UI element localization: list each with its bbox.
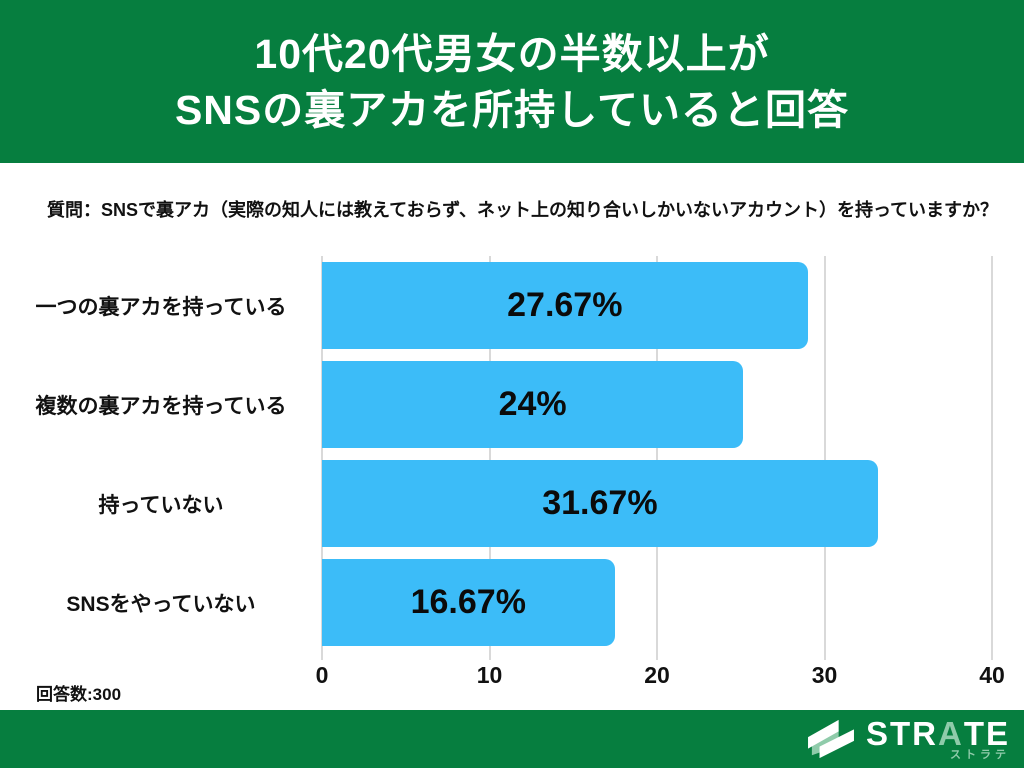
category-label: 一つの裏アカを持っている <box>35 295 287 319</box>
bar-value-label: 27.67% <box>507 286 623 324</box>
logo-letter: T <box>889 715 913 752</box>
gridline <box>823 256 826 660</box>
bar-chart: 一つの裏アカを持っている 27.67% 複数の裏アカを持っている 24% 持っていない 3… <box>0 256 1024 660</box>
bar: 27.67% <box>322 262 808 349</box>
x-axis-tick: 0 <box>315 662 329 688</box>
logo-letter: S <box>865 715 890 752</box>
survey-question: 質問：SNSで裏アカ（実際の知人には教えておらず、ネット上の知り合いしかいないア… <box>47 200 999 220</box>
x-axis-tick: 10 <box>476 662 503 688</box>
bar-track: 24% <box>322 361 1024 448</box>
chart-row: 一つの裏アカを持っている 27.67% <box>0 256 1024 355</box>
gridline <box>656 256 658 660</box>
x-axis-tick: 30 <box>811 662 838 688</box>
x-axis-tick: 20 <box>644 662 670 688</box>
category-label: SNSをやっていない <box>66 592 256 616</box>
strate-logo-icon <box>807 719 854 759</box>
bar-value-label: 16.67% <box>410 583 526 621</box>
bar-track: 31.67% <box>322 460 1024 547</box>
chart-row: 持っていない 31.67% <box>0 454 1024 553</box>
chart-rows: 一つの裏アカを持っている 27.67% 複数の裏アカを持っている 24% 持っていない 3… <box>0 256 1024 652</box>
gridline <box>991 256 993 660</box>
bar-track: 27.67% <box>322 262 1024 349</box>
bar: 16.67% <box>322 559 615 646</box>
gridline <box>321 256 323 660</box>
respondent-count: 回答数:300 <box>36 685 122 704</box>
bar-value-label: 24% <box>498 385 567 423</box>
logo-letter: E <box>985 715 1010 752</box>
logo-letter: T <box>963 715 986 752</box>
bar: 24% <box>322 361 744 448</box>
gridlines-layer <box>321 256 993 660</box>
x-axis: 0 10 20 30 40 <box>316 662 1005 694</box>
logo-letter-mint: A <box>937 715 964 752</box>
page-title-line1: 10代20代男女の半数以上が <box>254 30 770 77</box>
gridline <box>488 256 491 660</box>
chart-row: SNSをやっていない 16.67% <box>0 553 1024 652</box>
category-label: 持っていない <box>98 493 224 517</box>
page-title-line2: SNSの裏アカを所持していると回答 <box>174 86 850 133</box>
logo-letter: R <box>912 715 938 752</box>
header-banner: 10代20代男女の半数以上が SNSの裏アカを所持していると回答 <box>0 0 1024 163</box>
chart-row: 複数の裏アカを持っている 24% <box>0 355 1024 454</box>
category-label: 複数の裏アカを持っている <box>35 394 287 418</box>
bar-value-label: 31.67% <box>542 484 658 522</box>
x-axis-tick: 40 <box>979 662 1005 688</box>
strate-logo-subtext: ストラテ <box>950 749 1010 761</box>
bar-track: 16.67% <box>322 559 1024 646</box>
bar: 31.67% <box>322 460 878 547</box>
